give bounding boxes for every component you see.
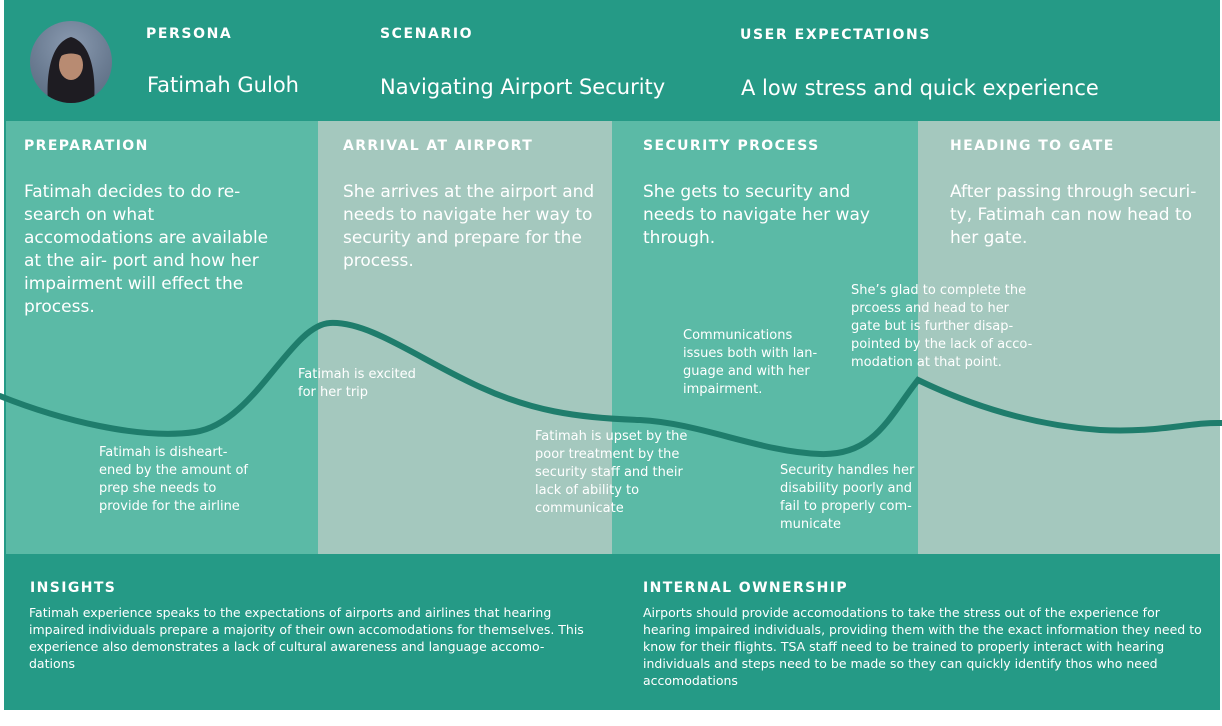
persona-name: Fatimah Guloh <box>147 73 299 97</box>
expectations-value: A low stress and quick experience <box>741 76 1099 100</box>
emotion-note: Fatimah is excited for her trip <box>298 367 416 400</box>
emotion-line <box>0 319 1222 458</box>
insights-body: Fatimah experience speaks to the expecta… <box>29 605 584 671</box>
stage-gate: HEADING TO GATE After passing through se… <box>918 121 1220 554</box>
ownership-body: Airports should provide accomodations to… <box>643 605 1202 688</box>
scenario-label: SCENARIO <box>380 26 474 42</box>
stage-title: SECURITY PROCESS <box>643 138 820 154</box>
stage-description: After passing through securi- ty, Fatima… <box>950 182 1197 248</box>
insights-title: INSIGHTS <box>30 580 117 596</box>
expectations-label: USER EXPECTATIONS <box>740 27 931 43</box>
persona-avatar <box>30 21 112 103</box>
stage-description: She gets to security and needs to naviga… <box>643 182 870 248</box>
emotion-note: Security handles her disability poorly a… <box>780 463 915 532</box>
emotion-note: She’s glad to complete the prcoess and h… <box>851 283 1033 370</box>
stage-preparation: PREPARATION Fatimah decides to do re- se… <box>6 121 318 554</box>
persona-label: PERSONA <box>146 26 233 42</box>
stage-description: Fatimah decides to do re- search on what… <box>24 182 269 317</box>
emotion-note: Fatimah is disheart- ened by the amount … <box>99 445 248 514</box>
stage-description: She arrives at the airport and needs to … <box>343 182 595 271</box>
ownership-title: INTERNAL OWNERSHIP <box>643 580 849 596</box>
scenario-value: Navigating Airport Security <box>380 75 666 99</box>
emotion-note: Communications issues both with lan- gua… <box>683 328 818 397</box>
stage-security: SECURITY PROCESS She gets to security an… <box>612 121 918 554</box>
emotion-note: Fatimah is upset by the poor treatment b… <box>535 429 688 516</box>
stage-title: HEADING TO GATE <box>950 138 1115 154</box>
stage-title: ARRIVAL AT AIRPORT <box>343 138 534 154</box>
stage-arrival: ARRIVAL AT AIRPORT She arrives at the ai… <box>318 121 612 554</box>
stage-title: PREPARATION <box>24 138 149 154</box>
